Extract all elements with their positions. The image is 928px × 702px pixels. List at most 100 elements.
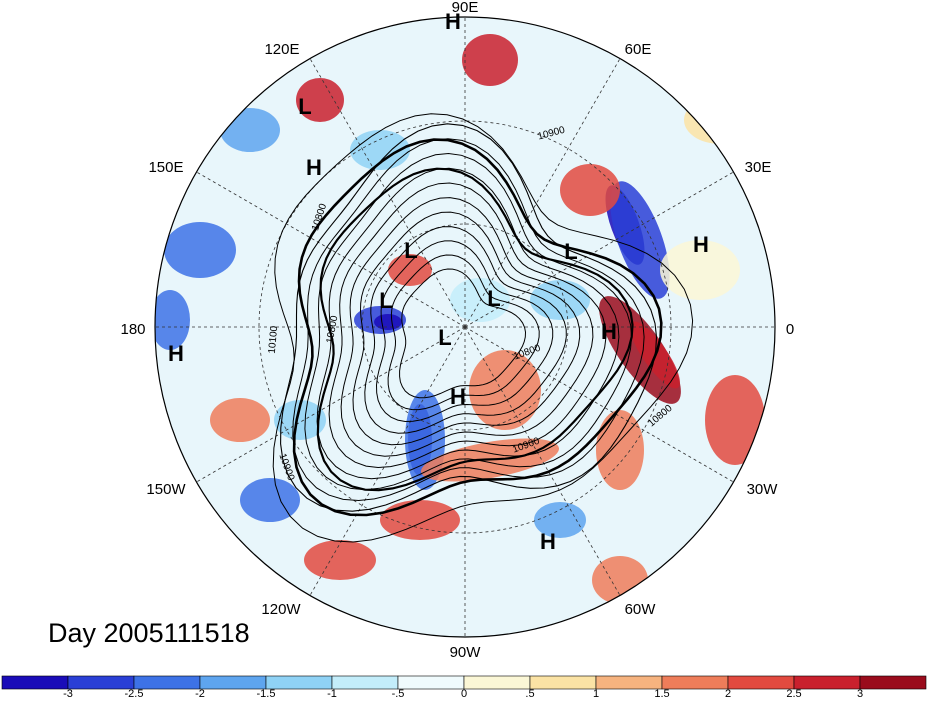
- contour-value-label: 10100: [267, 325, 280, 354]
- high-pressure-center: H: [450, 384, 466, 409]
- height-contour: [375, 240, 554, 423]
- colorbar-tick-label: 0: [461, 688, 467, 700]
- longitude-label: 180: [120, 321, 145, 338]
- low-pressure-center: L: [438, 325, 451, 350]
- meridian-line: [309, 58, 466, 328]
- height-contour: [340, 197, 594, 457]
- high-pressure-center: H: [693, 232, 709, 257]
- anomaly-patch: [560, 164, 620, 216]
- anomaly-patch: [462, 34, 518, 86]
- longitude-label: 150E: [148, 159, 183, 176]
- anomaly-patch: [534, 502, 586, 538]
- meridian-line: [464, 326, 621, 596]
- colorbar-tick-label: -3: [63, 688, 73, 700]
- anomaly-patch: [164, 222, 236, 278]
- anomaly-patch: [210, 398, 270, 442]
- height-contour: [387, 254, 540, 411]
- colorbar-tick-label: -1.5: [257, 688, 276, 700]
- height-contour: [280, 123, 658, 512]
- anomaly-patch: [380, 500, 460, 540]
- colorbar-swatch: [463, 675, 531, 690]
- longitude-label: 30E: [745, 159, 772, 176]
- colorbar-tick-label: 1.5: [654, 688, 669, 700]
- colorbar-swatch: [595, 675, 663, 690]
- height-contour: [328, 182, 607, 469]
- map-title: Day 2005111518: [48, 618, 250, 648]
- colorbar-swatch: [397, 675, 465, 690]
- longitude-labels: 90E 60E 30E 0 30W 60W 90W 120W 150W 180 150E 120E: [120, 0, 794, 661]
- low-pressure-center: L: [404, 238, 417, 263]
- low-pressure-center: L: [379, 288, 392, 313]
- longitude-label: 0: [786, 321, 794, 338]
- colorbar-tick-label: 1: [593, 688, 599, 700]
- anomaly-patch: [705, 375, 765, 465]
- longitude-label: 90E: [452, 0, 479, 16]
- high-pressure-center: H: [601, 319, 617, 344]
- anomaly-patch: [296, 78, 344, 122]
- height-contours: [272, 113, 694, 543]
- longitude-label: 90W: [450, 644, 482, 661]
- anomaly-patch: [220, 108, 280, 152]
- meridian-line: [464, 326, 734, 483]
- anomaly-patch: [684, 96, 756, 144]
- map-boundary: [154, 16, 776, 638]
- meridian-line: [196, 326, 466, 483]
- anomaly-patch: [450, 278, 510, 322]
- low-pressure-center: L: [487, 286, 500, 311]
- colorbar-swatch: [1, 675, 69, 690]
- height-contour: [399, 268, 527, 399]
- graticule: [155, 17, 775, 637]
- height-contour: [272, 113, 694, 543]
- colorbar-swatch: [661, 675, 729, 690]
- longitude-label: 60W: [625, 601, 657, 618]
- colorbar-swatch: [727, 675, 795, 690]
- anomaly-patch: [350, 130, 410, 170]
- anomaly-patch: [155, 290, 190, 350]
- height-contour: [364, 226, 567, 434]
- high-pressure-center: H: [445, 9, 461, 34]
- height-contour: [292, 138, 663, 517]
- high-pressure-center: H: [168, 341, 184, 366]
- colorbar-tick-label: 2: [725, 688, 731, 700]
- colorbar-tick-label: -.5: [392, 688, 405, 700]
- anomaly-patch: [592, 556, 648, 604]
- colorbar: -3 -2.5 -2 -1.5 -1 -.5 0 .5 1 1.5 2 2.5 3: [1, 675, 927, 700]
- meridian-line: [464, 171, 734, 328]
- anomaly-patch: [388, 254, 432, 286]
- low-pressure-center: L: [564, 239, 577, 264]
- colorbar-swatch: [859, 675, 927, 690]
- anomaly-patch: [469, 350, 541, 430]
- colorbar-tick-label: -2: [195, 688, 205, 700]
- colorbar-tick-label: -2.5: [125, 688, 144, 700]
- meridian-line: [464, 58, 621, 328]
- anomaly-patch: [596, 410, 644, 490]
- meridian-line: [309, 326, 466, 596]
- colorbar-tick-label: .5: [525, 688, 534, 700]
- colorbar-swatch: [529, 675, 597, 690]
- high-pressure-center: H: [540, 529, 556, 554]
- anomaly-field: [155, 34, 765, 604]
- colorbar-tick-label: -1: [327, 688, 337, 700]
- longitude-label: 120E: [264, 41, 299, 58]
- meridian-line: [196, 171, 466, 328]
- colorbar-swatch: [331, 675, 399, 690]
- anomaly-patch: [240, 478, 300, 522]
- height-contour: [316, 167, 634, 492]
- longitude-label: 150W: [146, 481, 186, 498]
- colorbar-tick-label: 2.5: [786, 688, 801, 700]
- colorbar-tick-label: 3: [857, 688, 863, 700]
- contour-value-label: 10800: [325, 314, 341, 344]
- anomaly-patch: [304, 540, 376, 580]
- low-pressure-center: L: [298, 94, 311, 119]
- anomaly-patch: [374, 314, 402, 330]
- high-pressure-center: H: [306, 155, 322, 180]
- height-contour: [352, 211, 581, 446]
- longitude-label: 60E: [625, 41, 652, 58]
- longitude-label: 30W: [747, 481, 779, 498]
- anomaly-patch: [660, 240, 740, 300]
- colorbar-swatch: [133, 675, 201, 690]
- height-contour: [292, 138, 645, 502]
- colorbar-swatch: [265, 675, 333, 690]
